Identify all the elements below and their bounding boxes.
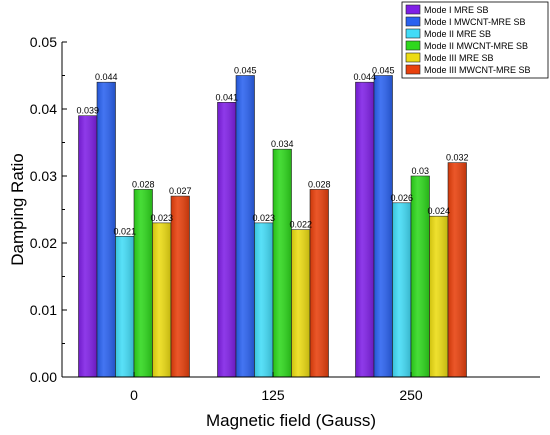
x-tick-label: 250 xyxy=(399,387,423,403)
bar-value-label: 0.023 xyxy=(150,213,173,223)
bar-shading xyxy=(171,196,190,377)
bar-value-label: 0.028 xyxy=(132,179,155,189)
y-tick-label: 0.03 xyxy=(30,168,57,184)
legend-swatch xyxy=(405,52,421,63)
bar-shading xyxy=(78,115,97,377)
bar-shading xyxy=(374,75,393,377)
legend-entry-label: Mode II MWCNT-MRE SB xyxy=(424,41,528,51)
bar-shading xyxy=(310,189,329,377)
y-tick-label: 0.04 xyxy=(30,101,57,117)
bar-value-label: 0.045 xyxy=(234,66,257,76)
bar-value-label: 0.045 xyxy=(372,66,395,76)
legend-swatch xyxy=(405,64,421,75)
legend-swatch xyxy=(405,28,421,39)
bar-shading xyxy=(273,149,292,377)
legend-swatch xyxy=(405,40,421,51)
bar-shading xyxy=(254,222,273,377)
legend-entry-label: Mode III MWCNT-MRE SB xyxy=(424,65,531,75)
bar-value-label: 0.026 xyxy=(390,193,413,203)
bar-value-label: 0.022 xyxy=(289,220,312,230)
bar-value-label: 0.039 xyxy=(76,106,99,116)
legend-swatch xyxy=(405,16,421,27)
bar-shading xyxy=(115,236,134,377)
bar-shading xyxy=(217,102,236,378)
x-axis-title: Magnetic field (Gauss) xyxy=(206,411,376,430)
bar-shading xyxy=(392,202,411,377)
bar-value-label: 0.034 xyxy=(271,139,294,149)
bar-value-label: 0.044 xyxy=(353,72,376,82)
y-tick-label: 0.05 xyxy=(30,34,57,50)
legend-entry-label: Mode I MWCNT-MRE SB xyxy=(424,17,526,27)
legend-entry-label: Mode I MRE SB xyxy=(424,5,489,15)
bars-group xyxy=(78,75,467,378)
bar-shading xyxy=(411,176,430,377)
legend-entry-label: Mode II MRE SB xyxy=(424,29,491,39)
bar-value-label: 0.028 xyxy=(308,179,331,189)
bar-shading xyxy=(134,189,153,377)
axes-group: 0.00 0.01 0.02 0.03 0.04 0.05 0 125 250 xyxy=(30,34,540,403)
y-tick-label: 0.00 xyxy=(30,369,57,385)
bar-value-label: 0.023 xyxy=(252,213,275,223)
y-tick-label: 0.02 xyxy=(30,235,57,251)
legend-entry-label: Mode III MRE SB xyxy=(424,53,494,63)
bar-shading xyxy=(236,75,255,377)
y-axis-title: Damping Ratio xyxy=(8,153,27,265)
bar-shading xyxy=(355,82,374,377)
bar-value-label: 0.044 xyxy=(95,72,118,82)
bar-value-label: 0.03 xyxy=(411,166,429,176)
bar-shading xyxy=(152,222,171,377)
x-tick-label: 125 xyxy=(261,387,285,403)
bar-value-label: 0.024 xyxy=(427,206,450,216)
bar-value-label: 0.027 xyxy=(169,186,192,196)
bar-value-label: 0.021 xyxy=(113,226,136,236)
x-tick-label: 0 xyxy=(130,387,138,403)
bar-shading xyxy=(448,162,467,377)
bar-shading xyxy=(291,229,310,377)
legend: Mode I MRE SB Mode I MWCNT-MRE SB Mode II … xyxy=(401,1,549,79)
legend-box xyxy=(401,1,549,79)
legend-swatch xyxy=(405,4,421,15)
y-tick-label: 0.01 xyxy=(30,302,57,318)
bar-shading xyxy=(429,216,448,377)
bar-value-label: 0.041 xyxy=(215,92,238,102)
bar-value-label: 0.032 xyxy=(446,153,469,163)
bar-shading xyxy=(97,82,116,377)
